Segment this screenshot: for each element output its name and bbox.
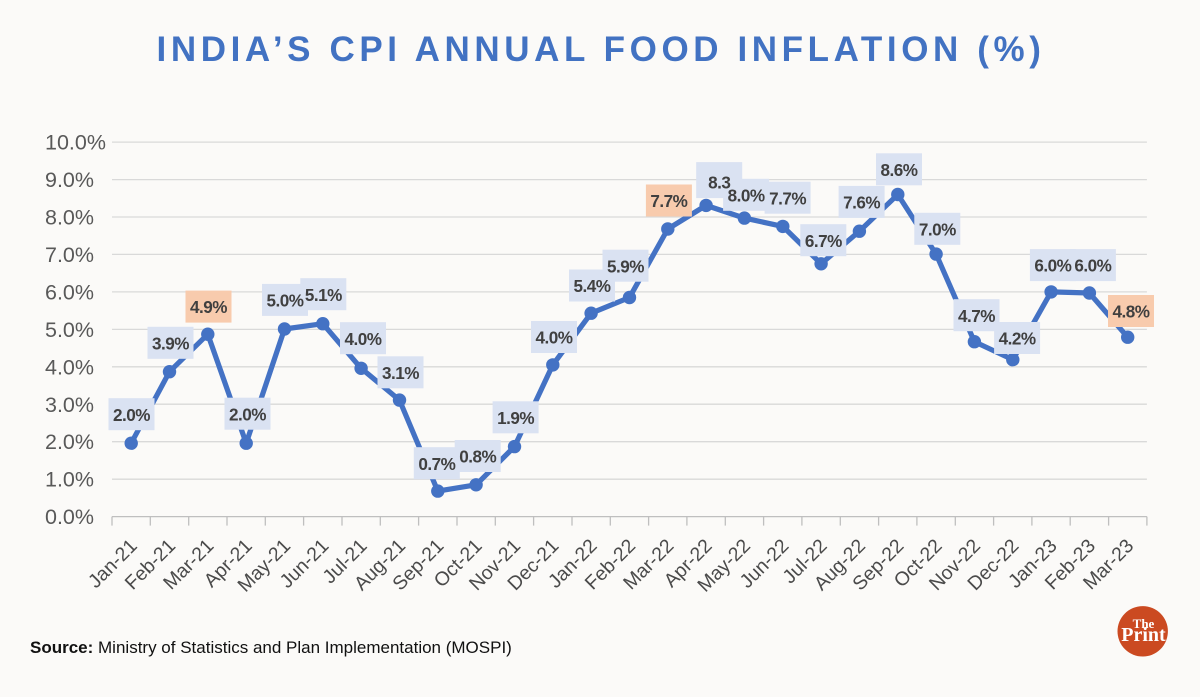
svg-text:5.0%: 5.0% <box>45 318 94 342</box>
svg-text:The: The <box>1133 616 1155 631</box>
svg-text:10.0%: 10.0% <box>45 131 106 155</box>
svg-text:Source: Ministry of Statistics: Source: Ministry of Statistics and Plan … <box>30 638 512 657</box>
svg-text:5.0%: 5.0% <box>267 292 304 311</box>
svg-text:4.0%: 4.0% <box>536 329 573 348</box>
svg-text:4.0%: 4.0% <box>45 355 94 379</box>
svg-text:6.0%: 6.0% <box>1034 257 1071 276</box>
svg-text:1.9%: 1.9% <box>497 409 534 428</box>
svg-text:9.0%: 9.0% <box>45 168 94 192</box>
svg-text:5.4%: 5.4% <box>574 277 611 296</box>
svg-text:0.0%: 0.0% <box>45 505 94 529</box>
svg-text:8.3: 8.3 <box>708 174 730 193</box>
svg-text:6.0%: 6.0% <box>1074 257 1111 276</box>
svg-text:7.0%: 7.0% <box>919 220 956 239</box>
svg-text:7.6%: 7.6% <box>843 194 880 213</box>
svg-text:7.0%: 7.0% <box>45 243 94 267</box>
svg-text:2.0%: 2.0% <box>113 406 150 425</box>
svg-text:3.1%: 3.1% <box>382 364 419 383</box>
svg-text:Print: Print <box>1121 624 1166 646</box>
svg-text:4.9%: 4.9% <box>190 298 227 317</box>
svg-text:7.7%: 7.7% <box>650 192 687 211</box>
svg-text:6.0%: 6.0% <box>45 280 94 304</box>
svg-text:8.0%: 8.0% <box>45 206 94 230</box>
svg-text:8.6%: 8.6% <box>881 161 918 180</box>
svg-text:4.7%: 4.7% <box>958 307 995 326</box>
svg-text:3.9%: 3.9% <box>152 334 189 353</box>
svg-text:4.8%: 4.8% <box>1113 303 1150 322</box>
svg-text:8.0%: 8.0% <box>728 186 765 205</box>
svg-text:3.0%: 3.0% <box>45 393 94 417</box>
svg-text:0.8%: 0.8% <box>459 448 496 467</box>
svg-text:5.9%: 5.9% <box>607 257 644 276</box>
svg-text:4.0%: 4.0% <box>345 330 382 349</box>
svg-text:INDIA’S CPI ANNUAL FOOD INFLAT: INDIA’S CPI ANNUAL FOOD INFLATION (%) <box>157 30 1046 69</box>
svg-text:4.2%: 4.2% <box>999 330 1036 349</box>
svg-text:7.7%: 7.7% <box>769 189 806 208</box>
svg-text:1.0%: 1.0% <box>45 468 94 492</box>
svg-text:6.7%: 6.7% <box>805 232 842 251</box>
svg-text:5.1%: 5.1% <box>305 286 342 305</box>
svg-text:2.0%: 2.0% <box>45 430 94 454</box>
svg-text:2.0%: 2.0% <box>229 405 266 424</box>
svg-text:0.7%: 0.7% <box>418 455 455 474</box>
